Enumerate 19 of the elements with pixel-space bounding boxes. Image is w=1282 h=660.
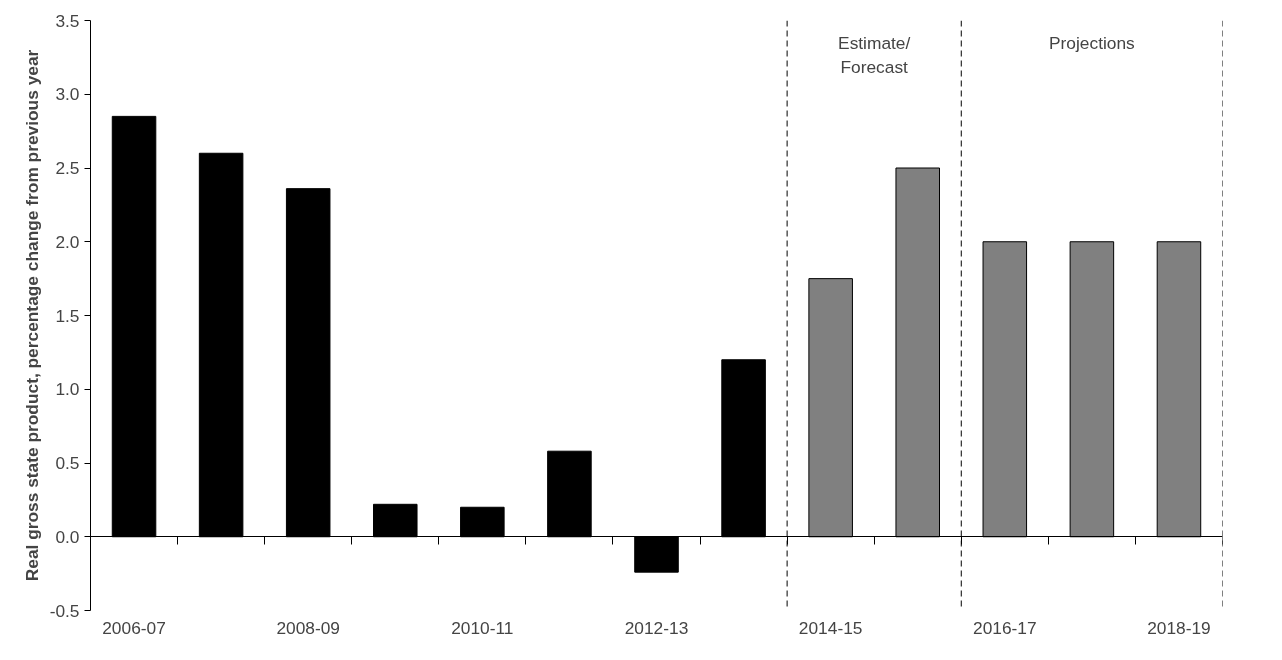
y-tick-label: -0.5 <box>49 600 80 621</box>
x-tick-label: 2006-07 <box>102 617 166 638</box>
y-tick-label: 2.5 <box>55 158 80 178</box>
x-tick-label: 2016-17 <box>973 617 1037 638</box>
y-axis-title: Real gross state product, percentage change from previous year <box>21 49 42 582</box>
y-tick-label: 3.0 <box>55 84 80 105</box>
x-tick-label: 2018-19 <box>1147 617 1211 638</box>
x-tick-label: 2014-15 <box>798 617 863 638</box>
y-tick-label: 3.5 <box>55 10 80 31</box>
x-tick-label: 2012-13 <box>624 617 689 638</box>
y-tick-label: 1.0 <box>55 379 80 400</box>
annotation: Projections <box>1049 32 1136 53</box>
y-tick-label: 0.0 <box>55 526 80 547</box>
annotation: Estimate/ Forecast <box>838 32 911 77</box>
y-tick-label: 1.5 <box>55 305 80 326</box>
x-tick-label: 2008-09 <box>276 617 340 638</box>
y-tick-label: 2.0 <box>55 231 80 252</box>
y-tick-label: 0.5 <box>55 453 80 473</box>
x-tick-label: 2010-11 <box>451 617 514 638</box>
